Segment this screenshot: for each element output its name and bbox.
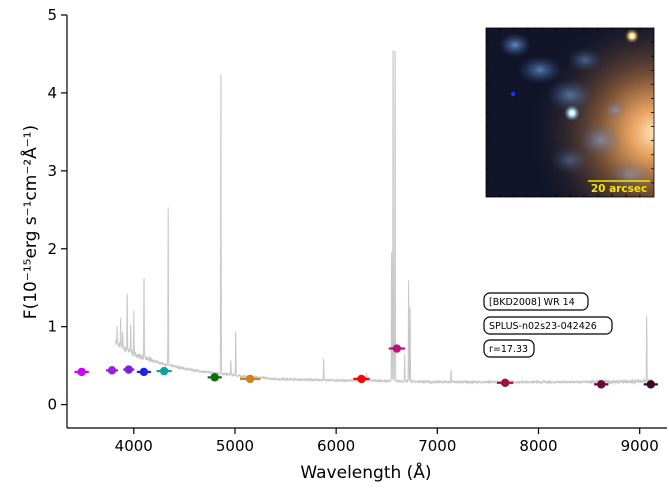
photometry-point [74, 367, 89, 377]
data-marker [500, 378, 510, 388]
scale-bar-label: 20 arcsec [591, 183, 647, 195]
y-tick-label: 1 [47, 318, 57, 336]
y-tick-label: 0 [47, 396, 57, 414]
x-tick-label: 8000 [519, 437, 557, 455]
photometry-point [105, 366, 119, 375]
photometry-point [136, 367, 151, 377]
data-marker [210, 373, 219, 382]
photometry-point [123, 365, 135, 374]
data-marker [392, 344, 402, 353]
photometry-point [497, 378, 514, 388]
svg-text:r=17.33: r=17.33 [489, 344, 528, 355]
x-tick-label: 6000 [317, 437, 355, 455]
annotation-splus-id: SPLUS-n02s23-042426 [483, 316, 613, 335]
annotation-magnitude: r=17.33 [483, 339, 535, 358]
data-marker [245, 374, 255, 384]
x-axis-label: Wavelength (Å) [300, 461, 431, 483]
photometry-point [240, 374, 261, 384]
photometry-point [594, 380, 609, 389]
photometry-points [74, 344, 658, 389]
y-tick-label: 2 [47, 240, 57, 258]
svg-text:SPLUS-n02s23-042426: SPLUS-n02s23-042426 [489, 321, 597, 332]
spectrum-layer [115, 49, 653, 386]
galaxy-image-inset: 20 arcsec [485, 27, 655, 198]
data-marker [597, 380, 606, 389]
photometry-point [156, 366, 172, 376]
data-marker [107, 366, 117, 375]
data-marker [159, 366, 169, 376]
photometry-point [207, 373, 222, 382]
spectrum-line [115, 49, 653, 386]
x-tick-label: 5000 [216, 437, 254, 455]
axes: 4000 5000 6000 7000 8000 9000 0 1 2 3 4 5 [47, 6, 667, 455]
data-marker [139, 367, 149, 377]
annotation-object-name: [BKD2008] WR 14 [483, 292, 589, 311]
data-marker [77, 367, 86, 377]
x-tick-label: 4000 [115, 437, 153, 455]
annotation-boxes: [BKD2008] WR 14 SPLUS-n02s23-042426 r=17… [483, 292, 613, 358]
y-tick-label: 4 [47, 84, 57, 102]
data-marker [646, 380, 656, 389]
x-tick-label: 7000 [418, 437, 456, 455]
y-tick-label: 5 [47, 6, 57, 24]
y-tick-label: 3 [47, 162, 57, 180]
svg-text:[BKD2008] WR 14: [BKD2008] WR 14 [489, 297, 575, 308]
data-marker [357, 374, 366, 384]
photometry-point [353, 374, 370, 384]
photometry-point [388, 344, 405, 353]
x-tick-label: 9000 [621, 437, 659, 455]
data-marker [124, 365, 133, 374]
photometry-point [643, 380, 658, 389]
y-axis-label: F(10⁻¹⁵erg s⁻¹cm⁻²Å⁻¹) [19, 125, 41, 319]
